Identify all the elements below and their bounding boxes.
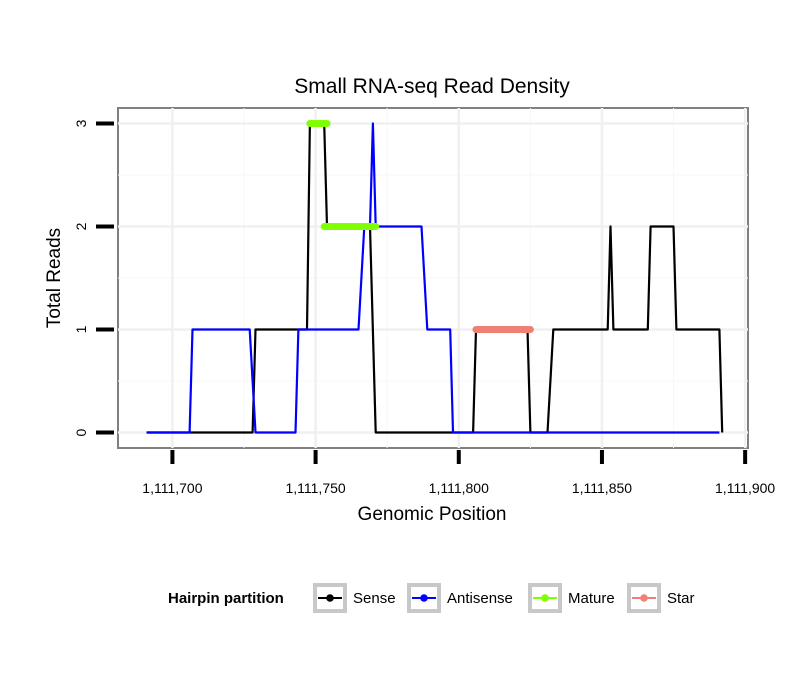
x-tick-label: 1,111,750 (285, 480, 345, 496)
legend-item-star: Star (627, 583, 695, 613)
x-tick-label: 1,111,700 (142, 480, 202, 496)
legend-item-sense: Sense (313, 583, 396, 613)
y-tick-label: 3 (73, 119, 89, 127)
legend-entries: Sense Antisense Mature Star (313, 583, 695, 613)
y-axis: 0 1 2 3 (73, 119, 114, 436)
legend-label: Sense (353, 590, 396, 607)
legend-item-antisense: Antisense (407, 583, 513, 613)
legend-label: Mature (568, 590, 615, 607)
chart-title: Small RNA-seq Read Density (294, 75, 570, 98)
y-tick-label: 1 (73, 325, 89, 333)
x-tick-label: 1,111,900 (715, 480, 775, 496)
legend-label: Antisense (447, 590, 513, 607)
legend-title: Hairpin partition (168, 590, 284, 607)
y-tick-label: 0 (73, 428, 89, 436)
series-group (146, 119, 724, 434)
x-tick-label: 1,111,850 (572, 480, 632, 496)
legend-key-dot (420, 594, 428, 602)
y-tick-label: 2 (73, 222, 89, 230)
legend-label: Star (667, 590, 695, 607)
legend-item-mature: Mature (528, 583, 615, 613)
x-axis: 1,111,700 1,111,750 1,111,800 1,111,850 1,11… (142, 450, 775, 496)
series-line-sense (146, 122, 724, 434)
legend-key-dot (326, 594, 334, 602)
legend-key-dot (541, 594, 549, 602)
x-axis-label: Genomic Position (358, 504, 507, 525)
y-axis-label: Total Reads (44, 228, 65, 328)
legend-key-dot (640, 594, 648, 602)
legend: Hairpin partition Sense Antisense Mature St… (168, 583, 695, 613)
plot-area (117, 107, 749, 449)
x-tick-label: 1,111,800 (429, 480, 489, 496)
